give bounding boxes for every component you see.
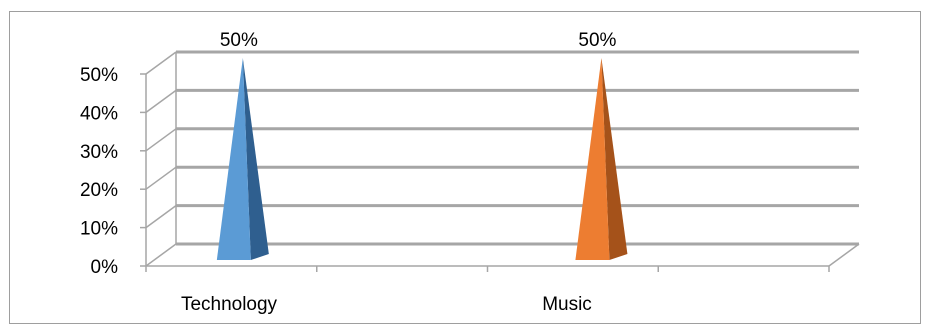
wall-diagonal — [145, 128, 177, 152]
pyramid-front-technology — [216, 58, 251, 260]
pyramid-front-music — [575, 58, 610, 260]
y-tick-labels: 0% 10% 20% 30% 40% 50% — [80, 65, 118, 278]
y-tick-label: 0% — [91, 257, 119, 278]
data-labels: 50% 50% — [220, 30, 617, 51]
y-tick-label: 20% — [80, 180, 118, 201]
y-tick-label: 50% — [80, 65, 118, 86]
axes — [140, 52, 860, 272]
pyramid-side-music — [601, 58, 628, 260]
floor-right-edge — [828, 243, 860, 267]
category-labels: Technology Music — [181, 294, 592, 315]
y-tick-label: 10% — [80, 219, 118, 240]
pyramid-side-technology — [242, 58, 269, 260]
wall-diagonal — [145, 166, 177, 190]
chart-marks — [216, 58, 628, 260]
y-tick-label: 40% — [80, 103, 118, 124]
wall-diagonal — [145, 89, 177, 114]
wall-diagonal — [145, 51, 177, 75]
category-label: Technology — [181, 294, 278, 315]
wall-diagonal — [145, 243, 177, 267]
gridlines — [145, 50, 859, 267]
wall-diagonal — [145, 204, 177, 229]
data-label: 50% — [578, 30, 616, 51]
y-tick-label: 30% — [80, 142, 118, 163]
category-label: Music — [542, 294, 592, 315]
data-label: 50% — [220, 30, 258, 51]
